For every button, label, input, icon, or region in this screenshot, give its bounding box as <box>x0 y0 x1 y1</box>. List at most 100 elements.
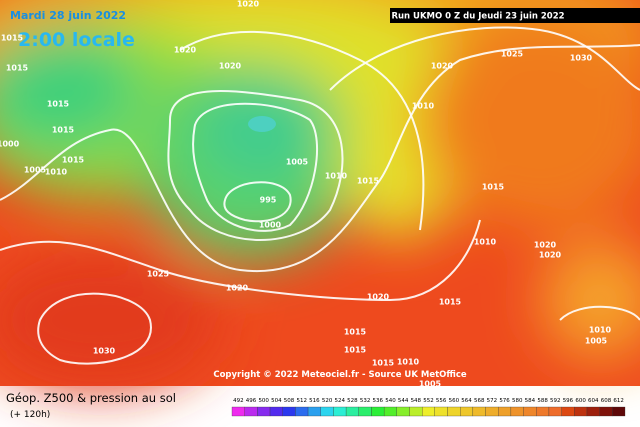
scale-swatch <box>282 406 296 417</box>
scale-swatch <box>257 406 271 417</box>
isobar-label: 1020 <box>539 251 562 260</box>
isobar-label: 1015 <box>47 100 70 109</box>
isobar-label: 1020 <box>367 293 390 302</box>
scale-swatch <box>320 406 334 417</box>
scale-swatch <box>510 406 524 417</box>
scale-swatch <box>396 406 410 417</box>
scale-label: 552 <box>423 398 434 404</box>
isobar-label: 1015 <box>52 126 75 135</box>
isobar-label: 1015 <box>344 346 367 355</box>
scale-label: 580 <box>512 398 523 404</box>
scale-label: 604 <box>588 398 599 404</box>
isobar-label: 1015 <box>372 359 395 368</box>
scale-label: 556 <box>436 398 447 404</box>
isobar-label: 1005 <box>419 380 442 389</box>
scale-label: 540 <box>385 398 396 404</box>
legend-title: Géop. Z500 & pression au sol <box>6 391 176 405</box>
isobar-label: 1025 <box>501 50 524 59</box>
isobar-label: 1010 <box>474 238 497 247</box>
scale-swatch <box>269 406 283 417</box>
scale-label: 612 <box>613 398 624 404</box>
scale-swatch <box>409 406 423 417</box>
isobar-label: 1020 <box>219 62 242 71</box>
scale-label: 508 <box>284 398 295 404</box>
scale-label: 492 <box>233 398 244 404</box>
isobar-label: 1000 <box>0 140 20 149</box>
scale-label: 548 <box>411 398 422 404</box>
scale-swatch <box>536 406 550 417</box>
scale-label: 560 <box>449 398 460 404</box>
isobar-label: 1020 <box>174 46 197 55</box>
scale-label: 600 <box>575 398 586 404</box>
scale-label: 496 <box>246 398 257 404</box>
isobar-label: 1015 <box>344 328 367 337</box>
scale-label: 584 <box>525 398 536 404</box>
scale-swatch <box>244 406 258 417</box>
run-info: Run UKMO 0 Z du Jeudi 23 juin 2022 <box>391 12 564 22</box>
scale-swatch <box>599 406 613 417</box>
isobar-label: 1005 <box>585 337 608 346</box>
isobar-label: 1005 <box>286 158 309 167</box>
scale-label: 524 <box>335 398 346 404</box>
scale-swatch <box>422 406 435 417</box>
isobar-label: 1015 <box>1 34 24 43</box>
scale-swatch <box>523 406 537 417</box>
scale-swatch <box>383 406 397 417</box>
scale-label: 536 <box>373 398 384 404</box>
forecast-time: 2:00 locale <box>18 29 135 51</box>
scale-swatch <box>434 406 448 417</box>
isobar-label: 1010 <box>412 102 435 111</box>
isobar-label: 1005 <box>24 166 47 175</box>
lead-time: (+ 120h) <box>10 410 50 420</box>
scale-label: 532 <box>360 398 371 404</box>
scale-swatch <box>358 406 372 417</box>
isobar-label: 1020 <box>431 62 454 71</box>
scale-label: 592 <box>550 398 561 404</box>
scale-swatch <box>574 406 588 417</box>
isobar-label: 1015 <box>482 183 505 192</box>
scale-label: 520 <box>322 398 333 404</box>
scale-swatch <box>231 406 245 417</box>
scale-label: 576 <box>499 398 510 404</box>
scale-label: 500 <box>258 398 269 404</box>
scale-label: 504 <box>271 398 282 404</box>
isobar-label: 1010 <box>397 358 420 367</box>
isobar-label: 1020 <box>226 284 249 293</box>
isobar-label: 1020 <box>237 0 260 9</box>
isobar-label: 1010 <box>45 168 68 177</box>
scale-label: 528 <box>347 398 358 404</box>
scale-swatch <box>472 406 486 417</box>
isobar-label: 1015 <box>6 64 29 73</box>
isobar-label: 1030 <box>93 347 116 356</box>
isobar-label: 1030 <box>570 54 593 63</box>
isobar-label: 1025 <box>147 270 170 279</box>
isobars <box>0 26 640 365</box>
scale-swatch <box>586 406 600 417</box>
field <box>0 0 640 390</box>
scale-swatch <box>345 406 359 417</box>
forecast-date: Mardi 28 juin 2022 <box>10 9 126 22</box>
scale-label: 544 <box>398 398 409 404</box>
scale-swatch <box>485 406 499 417</box>
isobar-label: 1015 <box>357 177 380 186</box>
scale-swatch <box>561 406 575 417</box>
scale-swatch <box>447 406 461 417</box>
isobar-label: 1015 <box>439 298 462 307</box>
scale-label: 588 <box>537 398 548 404</box>
scale-swatch <box>612 406 626 417</box>
scale-swatch <box>460 406 474 417</box>
run-banner <box>390 8 640 23</box>
scale-label: 572 <box>487 398 498 404</box>
isobar-label: 1020 <box>534 241 557 250</box>
scale-label: 512 <box>296 398 307 404</box>
scale-label: 568 <box>474 398 485 404</box>
scale-swatch <box>307 406 321 417</box>
scale-label: 516 <box>309 398 320 404</box>
scale-swatch <box>548 406 562 417</box>
scale-swatch <box>333 406 347 417</box>
scale-swatch <box>498 406 512 417</box>
isobar-label: 1010 <box>325 172 348 181</box>
scale-label: 564 <box>461 398 472 404</box>
